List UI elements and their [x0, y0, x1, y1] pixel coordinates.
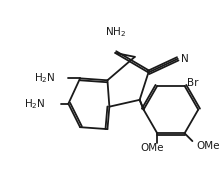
Text: NH$_2$: NH$_2$: [105, 26, 126, 39]
Text: Br: Br: [187, 78, 198, 88]
Text: H$_2$N: H$_2$N: [34, 71, 56, 85]
Text: OMe: OMe: [196, 141, 220, 151]
Text: N: N: [181, 54, 188, 64]
Text: H$_2$N: H$_2$N: [24, 97, 46, 111]
Text: OMe: OMe: [141, 143, 164, 153]
